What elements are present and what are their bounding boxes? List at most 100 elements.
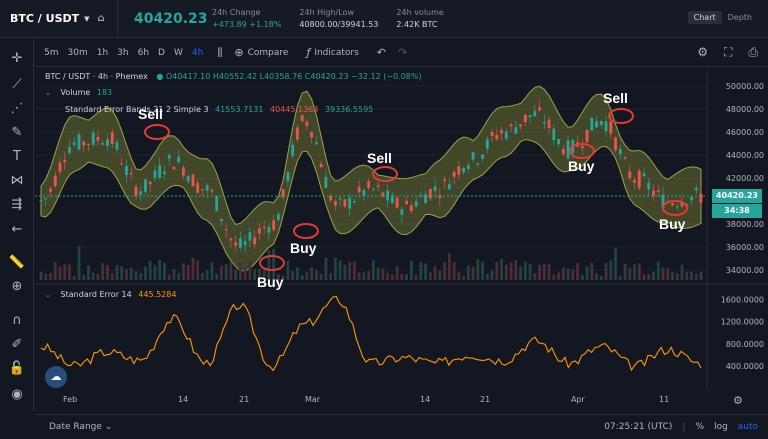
brush-icon[interactable]: ✎ (11, 124, 23, 140)
timeframe-w[interactable]: W (173, 47, 183, 58)
candle-body (44, 197, 48, 200)
volume-bar (49, 272, 52, 280)
volume-bar (205, 270, 209, 280)
volume-bar (694, 273, 698, 280)
redo-icon[interactable]: ↷ (398, 46, 408, 59)
volume-bar (395, 266, 399, 280)
indicators-button[interactable]: Indicators (314, 47, 359, 58)
log-toggle[interactable]: log (714, 422, 728, 432)
ruler-icon[interactable]: 📏 (8, 254, 26, 270)
volume-bar (362, 272, 366, 280)
volume-bar (490, 270, 494, 280)
candle-style-icon[interactable]: ⫼ (217, 45, 223, 59)
annotation-buy: Buy (568, 158, 595, 174)
timeframe-6h[interactable]: 6h (137, 47, 150, 58)
volume-bar (319, 273, 323, 280)
timeframe-1h[interactable]: 1h (96, 47, 109, 58)
undo-icon[interactable]: ↶ (376, 46, 386, 59)
timeframe-30m[interactable]: 30m (67, 47, 88, 58)
volume-bar (376, 267, 380, 280)
last-price: 40420.23 (134, 10, 208, 27)
pair-selector[interactable]: BTC / USDT ▼ ⌂ (0, 0, 118, 37)
timeframe-d[interactable]: D (158, 47, 165, 58)
volume-bar (552, 274, 556, 280)
collapse-icon[interactable]: ⌄ (45, 291, 51, 299)
volume-bar (234, 269, 238, 280)
percent-toggle[interactable]: % (695, 422, 704, 432)
volume-bar (267, 250, 271, 280)
camera-icon[interactable]: ⎙ (748, 45, 758, 59)
auto-toggle[interactable]: auto (737, 422, 758, 432)
compare-button[interactable]: Compare (247, 47, 289, 58)
timeframe-5m[interactable]: 5m (44, 47, 59, 58)
volume-bar (348, 261, 352, 280)
tab-depth[interactable]: Depth (727, 13, 752, 22)
trend-line-icon[interactable]: ⟋ (12, 76, 22, 92)
volume-bar (400, 273, 404, 280)
text-tool-icon[interactable]: T (13, 148, 21, 164)
volume-bar (580, 274, 584, 280)
candle-body (485, 139, 489, 149)
back-arrow-icon[interactable]: ← (11, 221, 23, 237)
volume-bar (690, 271, 693, 280)
volume-bar (452, 261, 456, 280)
volume-bar (414, 274, 418, 280)
candle-body (82, 141, 86, 146)
lock-drawing-icon[interactable]: ✐ (11, 336, 23, 352)
magnet-icon[interactable]: ∩ (12, 312, 22, 328)
indicators-icon[interactable]: ƒ (306, 46, 311, 59)
utc-clock[interactable]: 07:25:21 (UTC) (604, 422, 673, 432)
volume-bar (656, 261, 660, 280)
collapse-icon[interactable]: ⌄ (45, 89, 51, 97)
cloud-icon[interactable]: ☁ (45, 366, 67, 388)
timeframe-4h[interactable]: 4h (191, 47, 204, 58)
candle-body (262, 227, 266, 229)
tab-chart[interactable]: Chart (687, 11, 722, 24)
volume-bar (371, 260, 375, 280)
annotation-circle (372, 166, 398, 182)
bottom-bar: Date Range ⌄ 07:25:21 (UTC) | % log auto (35, 414, 768, 439)
volume-bar (305, 272, 309, 280)
candle-body (39, 199, 43, 202)
standard-error-line (40, 295, 702, 372)
volume-bar (547, 264, 551, 280)
fullscreen-icon[interactable]: ⛶ (723, 45, 733, 59)
axis-settings-icon[interactable]: ⚙ (733, 394, 743, 407)
date-range-label: Date Range (49, 422, 102, 432)
toolbar-right: ⚙ ⛶ ⎙ (697, 45, 758, 60)
annotation-circle (608, 108, 634, 124)
eye-icon[interactable]: ◉ (11, 386, 23, 402)
volume-bar (595, 273, 598, 280)
zoom-in-icon[interactable]: ⊕ (11, 278, 23, 294)
chart-area[interactable]: 50000.00 48000.00 46000.00 44000.00 42000.00… (35, 68, 768, 390)
fib-tool-icon[interactable]: ⋰ (10, 100, 24, 116)
timeframe-3h[interactable]: 3h (117, 47, 129, 58)
volume-bar (628, 267, 632, 280)
pattern-icon[interactable]: ⋈ (10, 172, 24, 188)
volume-bar (576, 262, 579, 280)
volume-bar (609, 260, 613, 280)
candle-body (466, 165, 470, 170)
favorite-icon[interactable]: ⌂ (97, 13, 105, 24)
crosshair-icon[interactable]: ✛ (11, 50, 23, 66)
volume-bar (471, 266, 475, 280)
candle-body (462, 168, 465, 173)
candle-body (661, 194, 665, 209)
volume-bar (367, 270, 371, 280)
legend-ohlc: BTC / USDT · 4h · Phemex ● O40417.10 H40… (45, 72, 422, 81)
volume-bar (419, 262, 423, 280)
settings-icon[interactable]: ⚙ (697, 45, 708, 59)
volume-bar (177, 273, 181, 280)
volume-bar (77, 246, 81, 280)
candle-body (633, 180, 636, 183)
date-range-button[interactable]: Date Range ⌄ (49, 422, 113, 432)
candle-body (333, 201, 337, 206)
se-label: Standard Error 14 (60, 290, 132, 299)
compare-icon[interactable]: ⊕ (234, 46, 244, 59)
chevron-down-icon: ▼ (84, 14, 90, 23)
volume-bar (63, 264, 67, 280)
lock-icon[interactable]: 🔓 (8, 360, 26, 376)
prediction-icon[interactable]: ⇶ (11, 196, 23, 212)
candle-body (352, 200, 356, 203)
candle-body (319, 163, 323, 168)
